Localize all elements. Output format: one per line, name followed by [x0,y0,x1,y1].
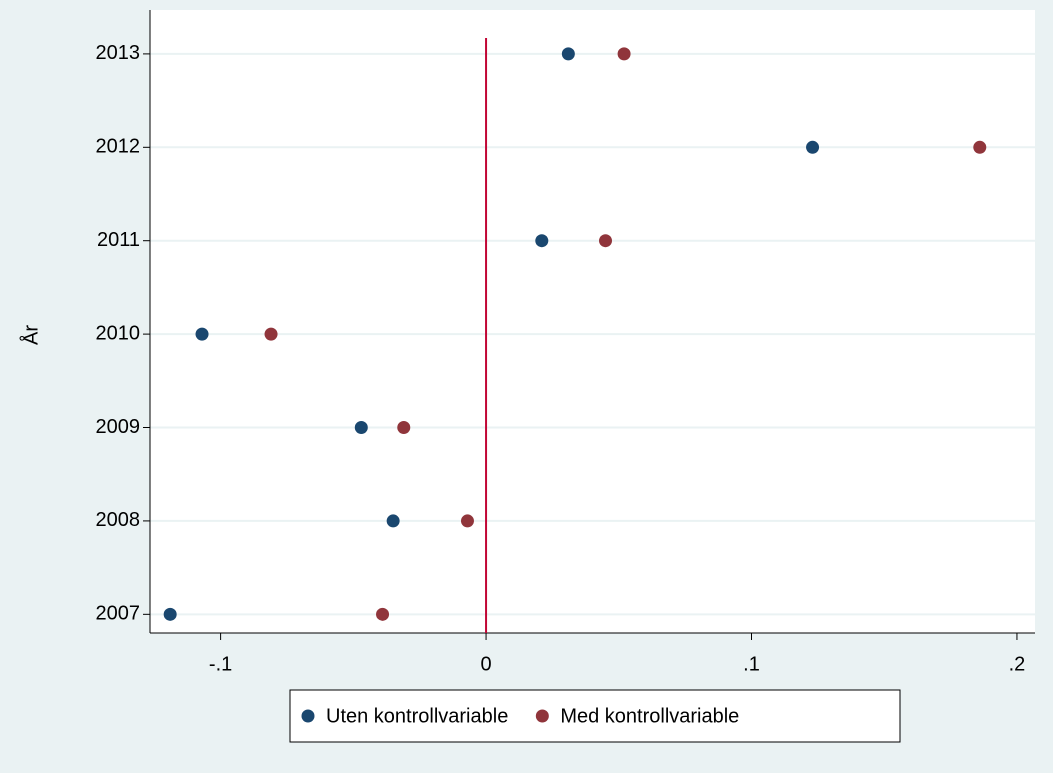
point [376,607,390,621]
point [397,421,411,435]
y-tick-label: 2010 [96,322,141,344]
legend-label: Med kontrollvariable [560,705,739,727]
legend-marker [535,709,549,723]
point [535,234,549,248]
y-tick-label: 2009 [96,416,141,438]
x-tick-label: 0 [480,653,491,675]
x-tick-label: .1 [743,653,760,675]
legend-marker [301,709,315,723]
point [163,607,177,621]
point [195,327,209,341]
legend-box [289,689,901,743]
y-tick-label: 2013 [96,42,141,64]
point [386,514,400,528]
y-tick-label: 2011 [97,229,140,251]
point [561,47,575,61]
point [264,327,278,341]
point [617,47,631,61]
plot-area [150,10,1035,633]
y-tick-label: 2012 [96,136,141,158]
point [973,140,987,154]
x-tick-label: .2 [1009,653,1026,675]
y-tick-label: 2008 [96,509,141,531]
point [460,514,474,528]
y-tick-label: 2007 [96,603,141,625]
x-tick-label: -.1 [209,653,232,675]
y-axis-title: År [19,325,42,345]
legend-label: Uten kontrollvariable [326,705,508,727]
point [599,234,613,248]
point [806,140,820,154]
point [354,421,368,435]
